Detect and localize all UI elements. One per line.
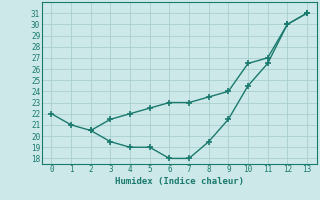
X-axis label: Humidex (Indice chaleur): Humidex (Indice chaleur) xyxy=(115,177,244,186)
